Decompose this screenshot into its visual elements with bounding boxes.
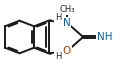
Text: O: O [63,46,71,56]
Text: H: H [55,13,61,22]
Text: H: H [55,52,61,61]
Text: CH₃: CH₃ [59,5,75,14]
Text: N: N [63,18,71,28]
Text: NH: NH [97,32,112,42]
